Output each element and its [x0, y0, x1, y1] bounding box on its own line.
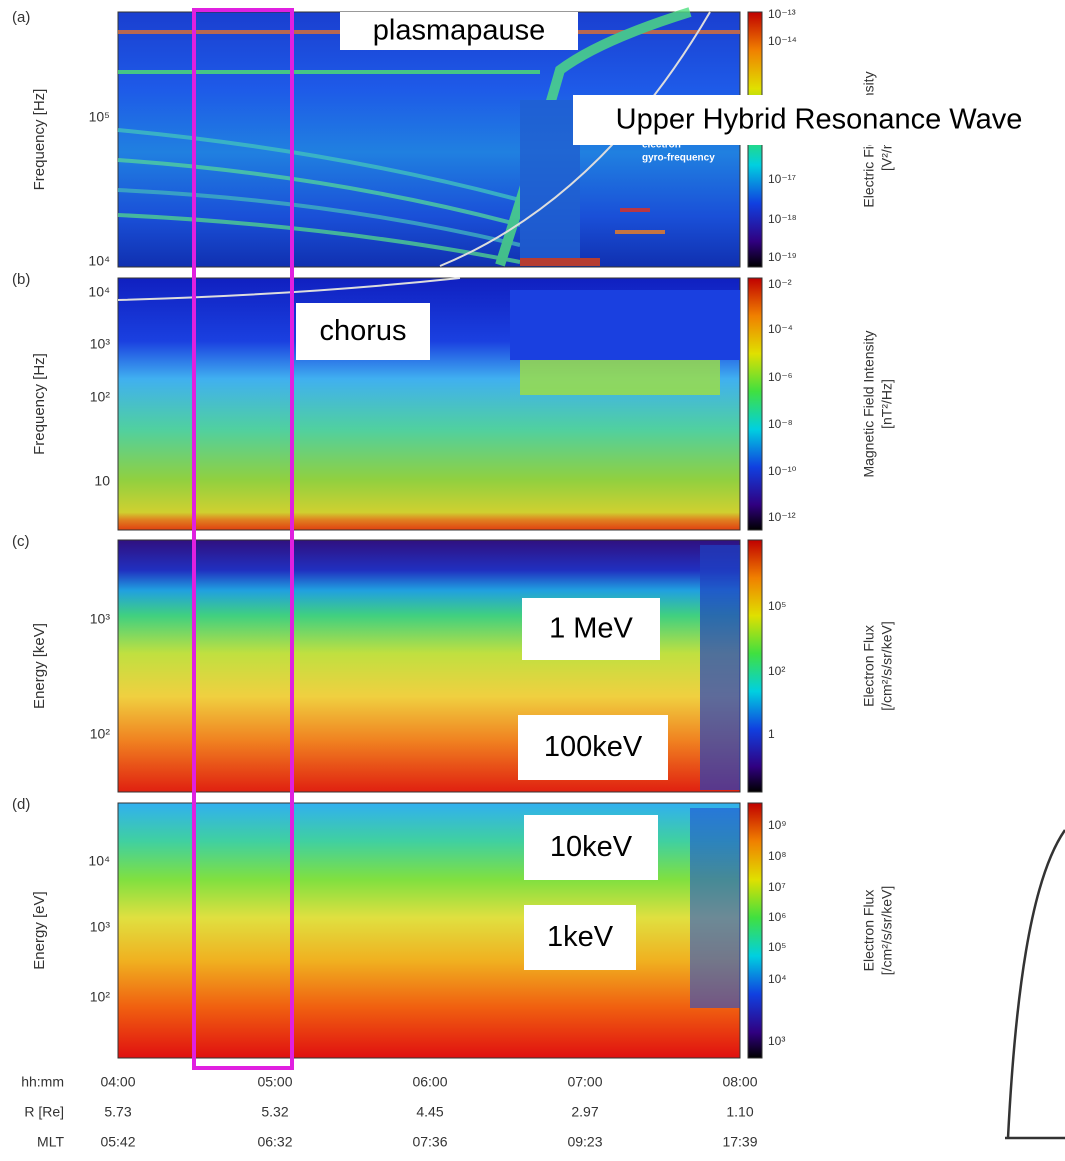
colorbar-tick-label: 10⁻² — [768, 277, 792, 291]
time-tick-label: 2.97 — [571, 1104, 598, 1120]
time-tick-label: 17:39 — [722, 1134, 757, 1150]
colorbar-title: [/cm²/s/sr/keV] — [879, 621, 895, 710]
figure: electron gyro-frequency (a)Frequency [Hz… — [0, 0, 1065, 1161]
colorbar-title: Electron Flux — [861, 625, 877, 707]
y-tick-label: 10³ — [90, 336, 111, 352]
colorbar-tick-label: 10⁻¹² — [768, 510, 796, 524]
y-axis-label: Frequency [Hz] — [31, 353, 48, 455]
y-tick-label: 10⁴ — [88, 284, 110, 300]
spectrogram-detail — [700, 545, 740, 790]
colorbar-tick-label: 10⁵ — [768, 599, 786, 613]
colorbar-tick-label: 10⁸ — [768, 849, 786, 863]
y-tick-label: 10 — [94, 473, 110, 489]
time-tick-label: 06:00 — [412, 1074, 447, 1090]
colorbar-title: Magnetic Field Intensity — [861, 330, 877, 477]
time-tick-label: 07:00 — [567, 1074, 602, 1090]
colorbar-tick-label: 10⁴ — [768, 972, 787, 986]
time-tick-label: 4.45 — [416, 1104, 443, 1120]
colorbar-tick-label: 10⁷ — [768, 880, 786, 894]
colorbar — [748, 278, 762, 530]
colorbar-tick-label: 10² — [768, 664, 785, 678]
time-row-label: hh:mm — [21, 1074, 64, 1090]
colorbar-tick-label: 10⁵ — [768, 940, 786, 954]
colorbar — [748, 803, 762, 1058]
annotation: 100keV — [544, 731, 643, 763]
time-tick-label: 08:00 — [722, 1074, 757, 1090]
annotation: 10keV — [550, 831, 633, 863]
gyro-label: gyro-frequency — [642, 153, 715, 164]
y-axis-label: Energy [eV] — [31, 891, 48, 969]
colorbar-tick-label: 10⁹ — [768, 818, 787, 832]
panel-letter: (d) — [12, 796, 30, 813]
colorbar-tick-label: 10⁻⁶ — [768, 370, 793, 384]
time-tick-label: 05:00 — [257, 1074, 292, 1090]
colorbar-tick-label: 10⁻¹³ — [768, 7, 796, 21]
annotation: Upper Hybrid Resonance Wave — [616, 104, 1023, 136]
colorbar-tick-label: 10⁻¹⁹ — [768, 250, 797, 264]
y-tick-label: 10⁵ — [89, 109, 110, 125]
time-tick-label: 07:36 — [412, 1134, 447, 1150]
panel-letter: (a) — [12, 9, 30, 26]
y-axis-label: Energy [keV] — [31, 623, 48, 709]
colorbar-tick-label: 10⁻⁴ — [768, 322, 793, 336]
colorbar-title: Electron Flux — [861, 890, 877, 972]
annotation: 1keV — [547, 921, 614, 953]
y-tick-label: 10² — [90, 989, 111, 1005]
colorbar-tick-label: 10⁻¹⁷ — [768, 172, 796, 186]
sketch-curve — [1005, 830, 1065, 1138]
y-tick-label: 10³ — [90, 919, 111, 935]
time-row-label: MLT — [37, 1134, 64, 1150]
y-tick-label: 10² — [90, 726, 111, 742]
y-tick-label: 10³ — [90, 611, 111, 627]
time-tick-label: 04:00 — [100, 1074, 135, 1090]
annotation: plasmapause — [373, 15, 546, 47]
colorbar — [748, 540, 762, 792]
y-tick-label: 10⁴ — [88, 853, 110, 869]
panel-letter: (b) — [12, 271, 30, 288]
colorbar-tick-label: 1 — [768, 727, 775, 741]
panel-letter: (c) — [12, 533, 30, 550]
spectrogram-detail — [520, 360, 720, 395]
spectrogram-detail — [510, 290, 740, 360]
time-tick-label: 1.10 — [726, 1104, 753, 1120]
colorbar-title: [/cm²/s/sr/keV] — [879, 886, 895, 975]
time-tick-label: 06:32 — [257, 1134, 292, 1150]
y-tick-label: 10² — [90, 389, 111, 405]
time-row-label: R [Re] — [24, 1104, 64, 1120]
colorbar-tick-label: 10⁶ — [768, 910, 786, 924]
time-tick-label: 05:42 — [100, 1134, 135, 1150]
y-axis-label: Frequency [Hz] — [31, 89, 48, 191]
annotation: chorus — [319, 315, 406, 347]
colorbar-title: [nT²/Hz] — [879, 379, 895, 429]
y-tick-label: 10⁴ — [88, 253, 110, 269]
colorbar-tick-label: 10⁻⁸ — [768, 417, 793, 431]
colorbar-tick-label: 10⁻¹⁸ — [768, 212, 797, 226]
time-tick-label: 5.32 — [261, 1104, 288, 1120]
time-tick-label: 09:23 — [567, 1134, 602, 1150]
spectrogram-detail — [690, 808, 740, 1008]
colorbar-tick-label: 10³ — [768, 1034, 785, 1048]
time-tick-label: 5.73 — [104, 1104, 131, 1120]
colorbar-tick-label: 10⁻¹⁴ — [768, 34, 797, 48]
annotation: 1 MeV — [549, 613, 633, 645]
colorbar-tick-label: 10⁻¹⁰ — [768, 464, 797, 478]
